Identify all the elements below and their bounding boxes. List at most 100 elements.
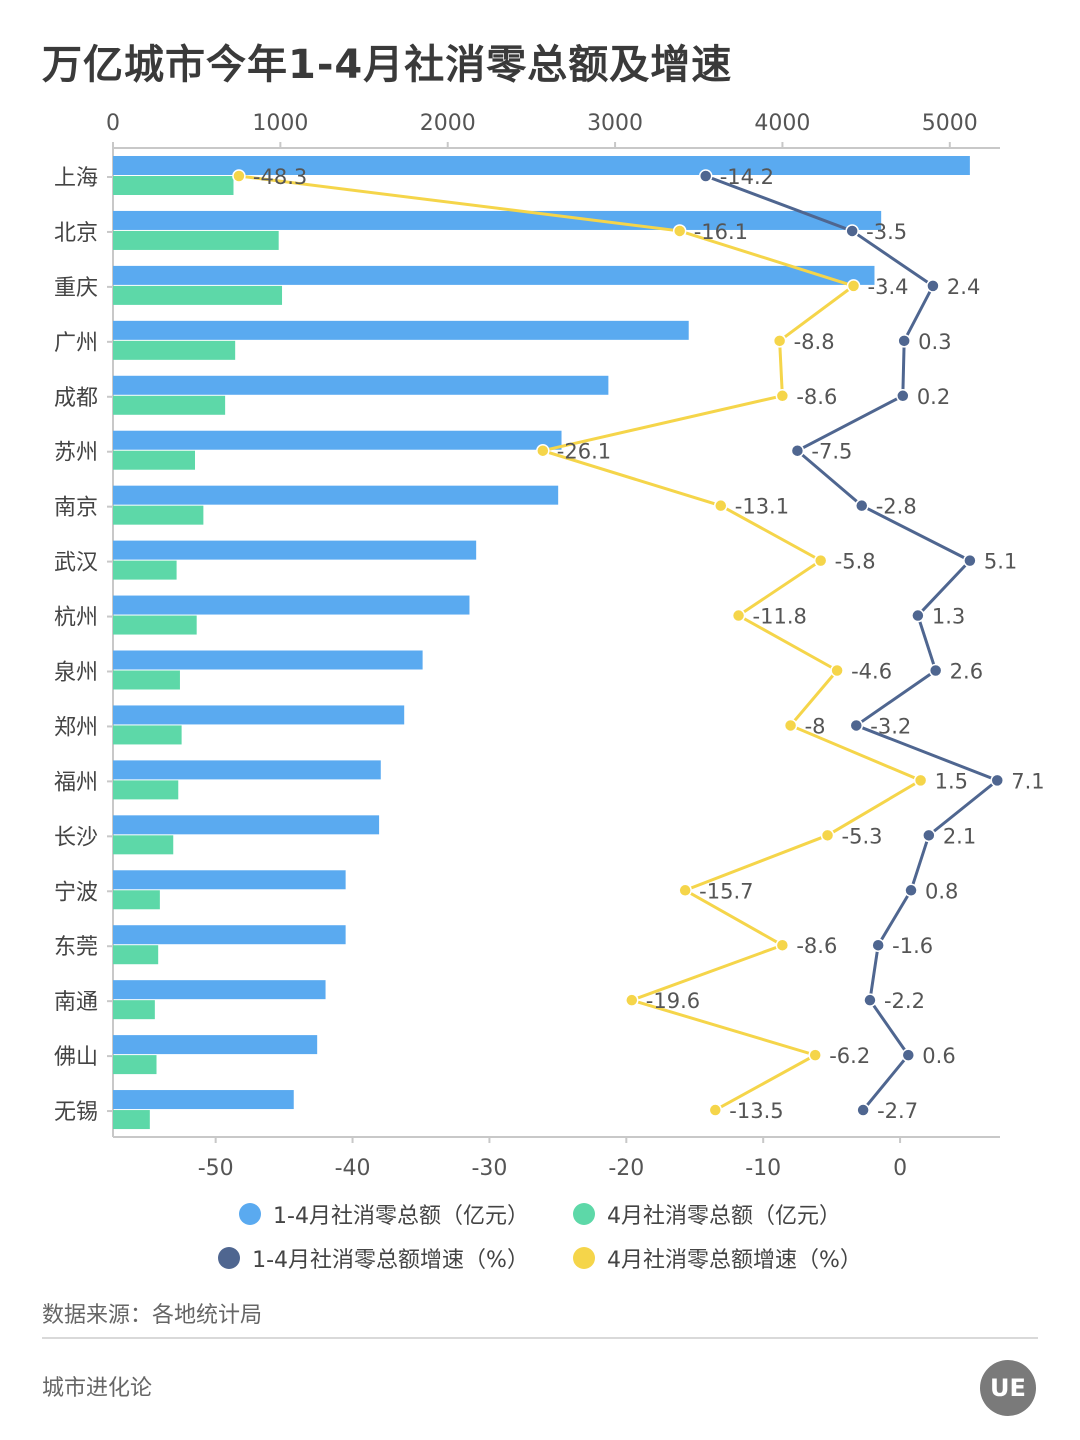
april-growth-point — [232, 169, 246, 183]
total-growth-point — [901, 1048, 916, 1062]
top-axis-tick-label: 1000 — [252, 111, 308, 136]
total-growth-label: -14.2 — [720, 165, 774, 189]
total-growth-point — [990, 773, 1005, 788]
total-growth-label: -2.8 — [876, 495, 917, 519]
bottom-axis-tick-label: -10 — [745, 1156, 781, 1181]
total-growth-point — [911, 608, 925, 623]
april-growth-label: -3.4 — [868, 275, 909, 299]
total-growth-label: 0.3 — [918, 330, 951, 354]
legend-row-2: 1-4月社消零总额增速（%） 4月社消零总额增速（%） — [0, 1242, 1080, 1274]
april-growth-label: -19.6 — [646, 989, 700, 1013]
total-sales-bar — [113, 540, 477, 560]
total-growth-point — [863, 993, 877, 1007]
april-growth-label: -5.3 — [842, 824, 883, 848]
data-source-note: 数据来源：各地统计局 — [42, 1303, 263, 1328]
total-growth-label: -2.2 — [884, 989, 925, 1013]
legend-marker-icon — [572, 1203, 595, 1225]
category-label: 泉州 — [54, 661, 98, 686]
total-growth-point — [871, 938, 885, 952]
total-sales-bar — [113, 760, 381, 780]
april-sales-bar — [113, 395, 226, 415]
april-growth-point — [913, 773, 928, 788]
april-growth-label: -8.6 — [796, 934, 837, 958]
category-label: 南京 — [54, 496, 98, 521]
april-sales-bar — [113, 176, 234, 195]
bottom-axis-tick-label: 0 — [893, 1156, 907, 1181]
april-growth-point — [813, 553, 828, 568]
total-growth-point — [845, 224, 859, 238]
total-growth-point — [856, 1103, 870, 1117]
total-sales-bar — [113, 925, 346, 945]
total-sales-bar — [113, 320, 689, 340]
total-growth-point — [896, 389, 910, 403]
total-growth-label: 2.6 — [950, 660, 983, 684]
april-growth-point — [672, 224, 687, 238]
total-growth-label: 7.1 — [1011, 769, 1044, 793]
april-growth-label: -4.6 — [851, 660, 892, 684]
category-label: 上海 — [54, 166, 98, 191]
category-label: 佛山 — [54, 1045, 98, 1070]
april-growth-point — [536, 443, 550, 458]
april-growth-point — [731, 608, 746, 623]
total-growth-label: -3.2 — [870, 714, 911, 738]
legend-item-april-bar[interactable]: 4月社消零总额（亿元） — [572, 1198, 841, 1230]
legend-marker-icon — [572, 1247, 595, 1269]
total-growth-point — [698, 169, 713, 183]
april-growth-label: 1.5 — [935, 769, 968, 793]
footer-divider — [42, 1337, 1038, 1339]
april-sales-bar — [113, 670, 180, 690]
legend-item-total-growth[interactable]: 1-4月社消零总额增速（%） — [218, 1242, 529, 1274]
category-label: 成都 — [54, 386, 98, 411]
category-label: 福州 — [54, 770, 98, 795]
april-sales-bar — [113, 1110, 150, 1130]
total-sales-bar — [113, 485, 559, 505]
april-growth-point — [820, 828, 835, 843]
legend-label: 1-4月社消零总额（亿元） — [273, 1204, 529, 1229]
april-sales-bar — [113, 505, 204, 525]
total-sales-bar — [113, 595, 470, 615]
total-growth-point — [922, 828, 936, 843]
april-growth-label: -48.3 — [253, 165, 307, 189]
category-label: 南通 — [54, 990, 98, 1015]
april-growth-label: -8.6 — [796, 385, 837, 409]
april-sales-bar — [113, 890, 160, 910]
bottom-axis-tick-label: -40 — [335, 1156, 371, 1181]
total-sales-bar — [113, 265, 875, 285]
legend-item-total-bar[interactable]: 1-4月社消零总额（亿元） — [239, 1198, 529, 1230]
total-growth-point — [897, 334, 911, 348]
total-sales-bar — [113, 650, 423, 670]
total-growth-point — [849, 718, 864, 733]
total-growth-label: 1.3 — [932, 605, 965, 629]
category-label: 东莞 — [54, 935, 98, 960]
total-growth-label: -3.5 — [866, 220, 907, 244]
total-growth-point — [904, 883, 918, 898]
total-sales-bar — [113, 375, 609, 395]
april-growth-point — [772, 334, 787, 348]
bottom-axis-tick-label: -50 — [198, 1156, 234, 1181]
april-sales-bar — [113, 285, 283, 305]
april-growth-label: -6.2 — [829, 1044, 870, 1068]
category-label: 杭州 — [54, 606, 98, 631]
april-growth-label: -11.8 — [753, 605, 807, 629]
bottom-axis-tick-label: -30 — [471, 1156, 507, 1181]
total-growth-line — [705, 174, 1001, 1112]
total-sales-bar — [113, 705, 405, 725]
category-label: 广州 — [54, 331, 98, 356]
chart-title: 万亿城市今年1-4月社消零总额及增速 — [42, 42, 733, 88]
april-growth-point — [775, 938, 790, 952]
category-label: 重庆 — [54, 276, 98, 301]
april-sales-bar — [113, 615, 197, 635]
brand-logo-icon: UE — [980, 1360, 1036, 1416]
category-label: 武汉 — [54, 551, 98, 576]
legend-item-april-growth[interactable]: 4月社消零总额增速（%） — [572, 1242, 862, 1274]
total-growth-point — [963, 553, 977, 568]
brand-name: 城市进化论 — [42, 1376, 153, 1401]
april-growth-point — [846, 279, 861, 293]
category-label: 宁波 — [54, 880, 98, 905]
total-growth-label: 2.1 — [943, 824, 976, 848]
april-growth-point — [625, 993, 639, 1007]
total-growth-label: 0.6 — [922, 1044, 955, 1068]
april-growth-label: -13.1 — [735, 495, 789, 519]
total-growth-label: 5.1 — [984, 550, 1017, 574]
legend-label: 4月社消零总额（亿元） — [606, 1204, 841, 1229]
